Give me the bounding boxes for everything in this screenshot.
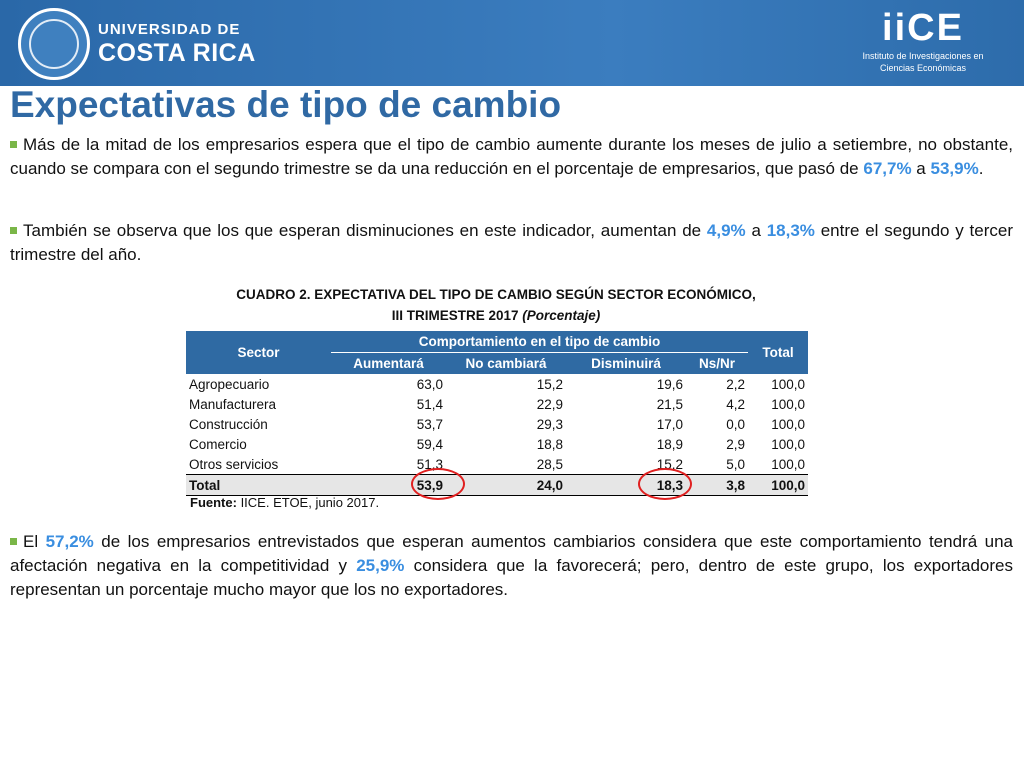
cell-value: 2,9: [726, 436, 745, 452]
highlight-value: 18,3%: [766, 221, 815, 240]
ucr-logo: UNIVERSIDAD DE COSTA RICA: [18, 8, 256, 80]
cell-sector: Comercio: [189, 436, 247, 452]
header-sector: Sector: [186, 331, 331, 374]
cell-value: 15,2: [536, 376, 563, 392]
cell-sector: Agropecuario: [189, 376, 270, 392]
cell-value: 100,0: [771, 396, 805, 412]
cell-value: 100,0: [771, 456, 805, 472]
cell-value: 63,0: [416, 376, 443, 392]
cell-value: 22,9: [536, 396, 563, 412]
table-row: Otros servicios 51,3 28,5 15,2 5,0 100,0: [186, 454, 808, 475]
cell-value: 18,9: [656, 436, 683, 452]
bullet-square-icon: [10, 141, 17, 149]
table-row: Construcción 53,7 29,3 17,0 0,0 100,0: [186, 414, 808, 434]
cell-value: 18,8: [536, 436, 563, 452]
cell-value: 4,2: [726, 396, 745, 412]
header-group: Comportamiento en el tipo de cambio: [331, 331, 748, 353]
iice-logo: iiCE Instituto de Investigaciones en Cie…: [848, 6, 998, 74]
highlight-value: 4,9%: [706, 221, 746, 240]
iice-subtitle-line2: Ciencias Económicas: [879, 63, 967, 73]
cell-sector: Otros servicios: [189, 456, 279, 472]
header-banner: UNIVERSIDAD DE COSTA RICA iiCE Instituto…: [0, 0, 1024, 86]
bullet-square-icon: [10, 227, 17, 235]
table-caption-line2: III TRIMESTRE 2017 (Porcentaje): [391, 308, 601, 323]
highlight-value: 57,2%: [45, 532, 94, 551]
cell-value: 5,0: [726, 456, 745, 472]
table-source: Fuente: IICE. ETOE, junio 2017.: [190, 495, 380, 510]
table-row: Comercio 59,4 18,8 18,9 2,9 100,0: [186, 434, 808, 454]
cell-total-label: Total: [186, 474, 331, 496]
table-caption: CUADRO 2. EXPECTATIVA DEL TIPO DE CAMBIO…: [186, 284, 806, 326]
cell-value: 51,4: [416, 396, 443, 412]
exchange-expectation-table: Sector Comportamiento en el tipo de camb…: [186, 331, 808, 496]
header-aumentara: Aumentará: [331, 352, 446, 374]
cell-value: 15,2: [656, 456, 683, 472]
cell-value: 59,4: [416, 436, 443, 452]
header-total: Total: [748, 331, 808, 374]
cell-sector: Construcción: [189, 416, 268, 432]
table-total-row: Total 53,9 24,0 18,3 3,8 100,0: [186, 474, 808, 496]
ucr-seal-icon: [18, 8, 90, 80]
header-no-cambiara: No cambiará: [446, 352, 566, 374]
cell-total-value: 3,8: [686, 474, 748, 496]
header-nsnr: Ns/Nr: [686, 352, 748, 374]
table-row: Manufacturera 51,4 22,9 21,5 4,2 100,0: [186, 394, 808, 414]
cell-sector: Manufacturera: [189, 396, 277, 412]
cell-total-value: 24,0: [446, 474, 566, 496]
cell-value: 28,5: [536, 456, 563, 472]
cell-value: 19,6: [656, 376, 683, 392]
bullet-paragraph-3: El 57,2% de los empresarios entrevistado…: [10, 532, 1013, 599]
cell-value: 53,7: [416, 416, 443, 432]
cell-value: 100,0: [771, 436, 805, 452]
highlight-value: 67,7%: [863, 159, 912, 178]
cell-value: 2,2: [726, 376, 745, 392]
bullet-paragraph-1: Más de la mitad de los empresarios esper…: [10, 135, 1013, 178]
cell-value: 100,0: [771, 416, 805, 432]
table-caption-line1: CUADRO 2. EXPECTATIVA DEL TIPO DE CAMBIO…: [236, 287, 756, 302]
iice-subtitle-line1: Instituto de Investigaciones en: [862, 51, 984, 61]
bullet-paragraph-2: También se observa que los que esperan d…: [10, 221, 1014, 264]
bullet-square-icon: [10, 538, 17, 546]
cell-value: 17,0: [656, 416, 683, 432]
ucr-name-line2: COSTA RICA: [98, 39, 256, 67]
highlight-circle-disminuira: [638, 468, 692, 500]
cell-value: 100,0: [771, 376, 805, 392]
ucr-name-line1: UNIVERSIDAD DE: [98, 21, 241, 38]
cell-value: 51,3: [416, 456, 443, 472]
cell-value: 21,5: [656, 396, 683, 412]
highlight-value: 25,9%: [356, 556, 405, 575]
header-disminuira: Disminuirá: [566, 352, 686, 374]
table-row: Agropecuario 63,0 15,2 19,6 2,2 100,0: [186, 374, 808, 394]
iice-logo-mark: iiCE: [882, 7, 964, 49]
slide-title: Expectativas de tipo de cambio: [10, 84, 562, 125]
cell-value: 0,0: [726, 416, 745, 432]
highlight-circle-aumentara: [411, 468, 465, 500]
cell-value: 29,3: [536, 416, 563, 432]
cell-total-value: 100,0: [748, 474, 808, 496]
highlight-value: 53,9%: [930, 159, 979, 178]
